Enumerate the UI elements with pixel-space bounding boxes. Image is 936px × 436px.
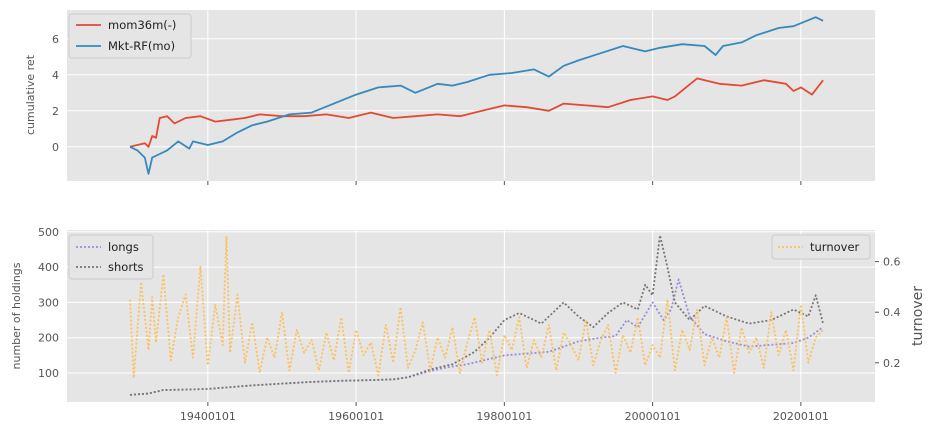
bottom-x-tick-3: 20000101 (625, 410, 681, 423)
legend-label-mkt-rf: Mkt-RF(mo) (108, 39, 175, 53)
bottom-x-tick-labels: 19400101 19600101 19800101 20000101 20200101 (180, 402, 829, 423)
top-series-line-1 (129, 16, 824, 175)
top-y-tick-2: 4 (52, 69, 59, 82)
legend-label-mom36m: mom36m(-) (108, 18, 176, 32)
legend-label-turnover: turnover (810, 240, 860, 254)
bottom-y2-tick-labels: 0.2 0.4 0.6 (875, 256, 901, 370)
legend-label-shorts: shorts (108, 260, 144, 274)
bottom-legend-right: turnover (771, 234, 871, 260)
bottom-y2-tick-1: 0.4 (883, 306, 901, 319)
top-lines (129, 16, 824, 175)
bottom-series-line-2 (129, 235, 824, 379)
bottom-y-tick-3: 400 (38, 261, 59, 274)
top-series-line-0 (129, 77, 824, 148)
bottom-series-line-1 (129, 234, 824, 396)
bottom-legend-right-box (771, 234, 871, 260)
bottom-y-tick-1: 200 (38, 332, 59, 345)
bottom-y-tick-labels: 100 200 300 400 500 (38, 226, 59, 380)
bottom-y-tick-4: 500 (38, 226, 59, 239)
bottom-lines (129, 234, 824, 396)
bottom-y2-tick-2: 0.6 (883, 256, 901, 269)
bottom-x-tick-1: 19600101 (328, 410, 384, 423)
top-y-tick-0: 0 (52, 141, 59, 154)
bottom-x-tick-4: 20200101 (773, 410, 829, 423)
top-y-tick-1: 2 (52, 105, 59, 118)
bottom-y2-tick-0: 0.2 (883, 357, 901, 370)
bottom-y-tick-2: 300 (38, 296, 59, 309)
bottom-grid (67, 230, 875, 402)
top-y-axis-label: cumulative ret (24, 54, 37, 135)
top-panel: 0 2 4 6 cumulative ret mom36m(-) Mkt-RF(mo) (24, 10, 875, 185)
bottom-x-tick-2: 19800101 (476, 410, 532, 423)
top-y-tick-labels: 0 2 4 6 (52, 33, 59, 154)
bottom-y-axis-label: number of holdings (10, 262, 23, 369)
bottom-legend-left: longs shorts (68, 234, 154, 280)
bottom-legend-left-box (68, 234, 154, 280)
top-x-tick-marks (207, 181, 802, 185)
bottom-y-tick-0: 100 (38, 367, 59, 380)
top-y-tick-3: 6 (52, 33, 59, 46)
bottom-y2-axis-label: turnover (910, 286, 926, 346)
bottom-plot-area (67, 230, 875, 402)
bottom-panel: 100 200 300 400 500 0.2 0.4 0.6 19400101 196001… (10, 226, 926, 423)
top-legend: mom36m(-) Mkt-RF(mo) (68, 13, 192, 59)
legend-label-longs: longs (108, 240, 139, 254)
bottom-x-tick-0: 19400101 (180, 410, 236, 423)
